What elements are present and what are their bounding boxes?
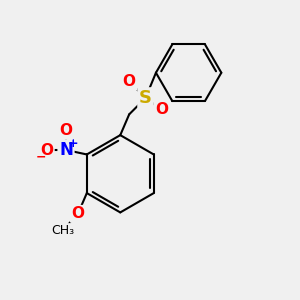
Text: O: O (59, 123, 73, 138)
Text: O: O (123, 74, 136, 89)
Text: −: − (36, 150, 46, 163)
Text: O: O (71, 206, 84, 221)
Text: S: S (139, 89, 152, 107)
Text: +: + (67, 137, 78, 150)
Text: O: O (40, 142, 53, 158)
Text: N: N (59, 141, 73, 159)
Text: O: O (155, 102, 168, 117)
Text: CH₃: CH₃ (52, 224, 75, 237)
